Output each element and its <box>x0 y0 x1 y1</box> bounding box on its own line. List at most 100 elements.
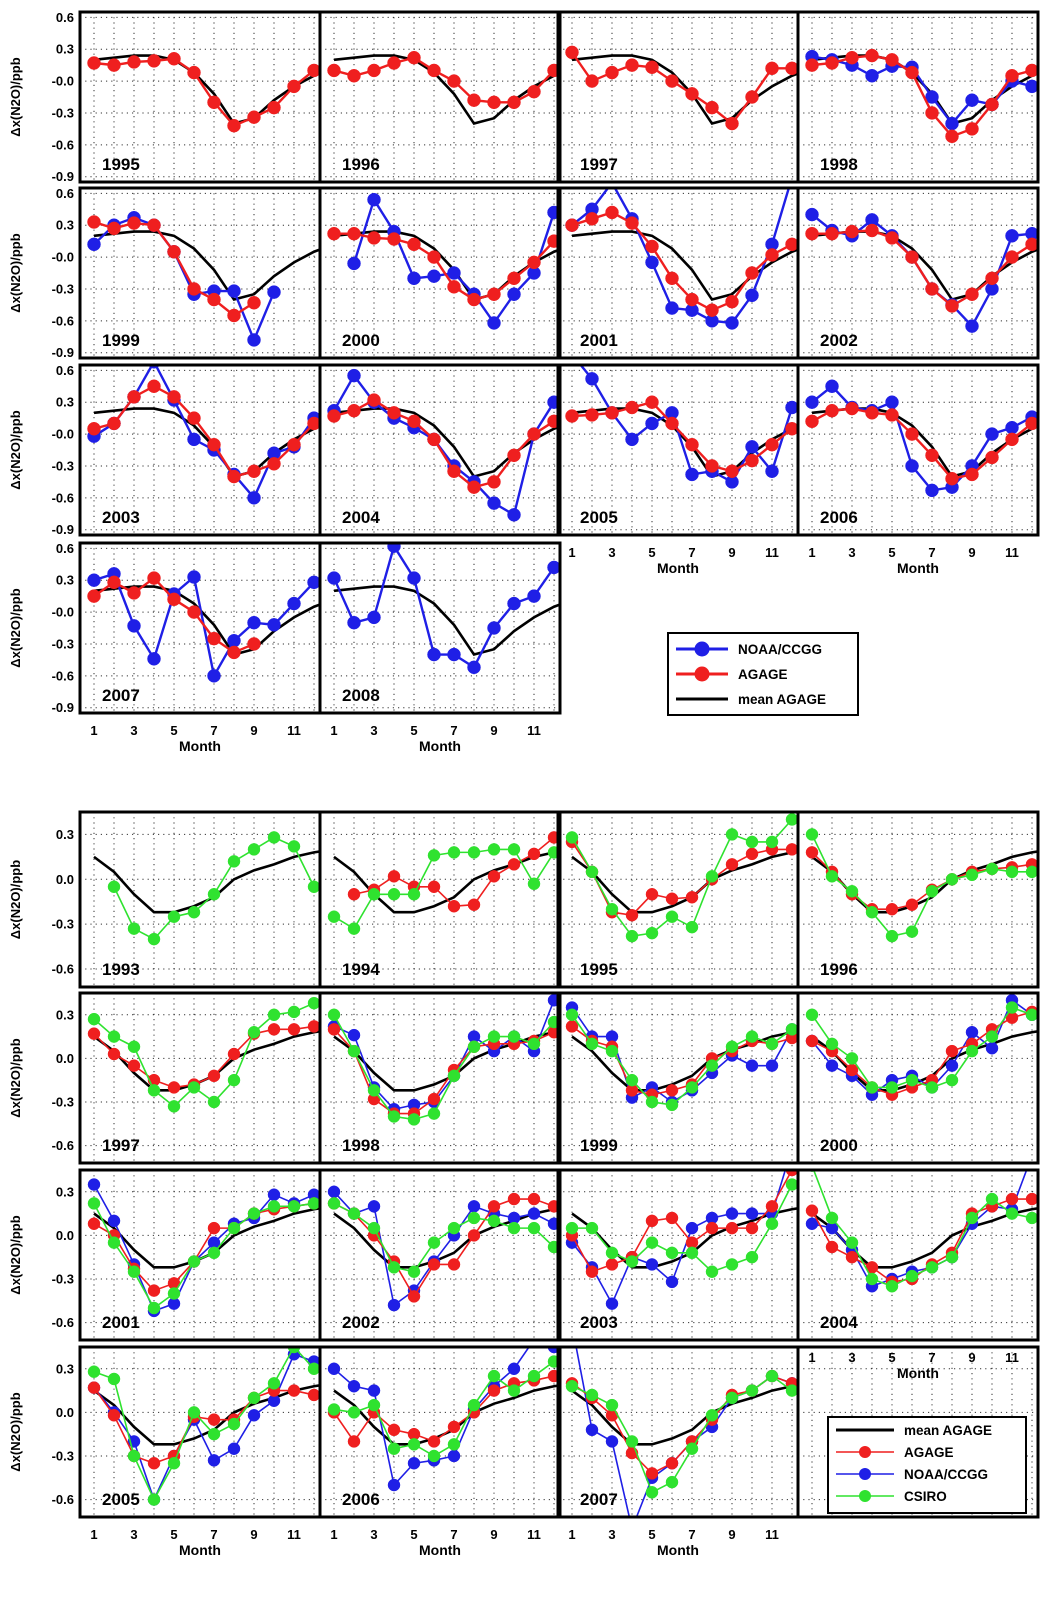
data-point-noaa-ccgg <box>327 1185 341 1199</box>
data-point-agage <box>387 1423 401 1437</box>
data-point-agage <box>307 63 320 78</box>
data-point-csiro <box>327 910 341 923</box>
panel-bottom-1998: 1998 <box>318 991 562 1165</box>
data-point-noaa-ccgg <box>925 90 939 104</box>
grid <box>798 993 1038 1163</box>
y-axis-label: Δx(N2O)/ppb <box>8 1215 23 1294</box>
x-tick-label: 5 <box>410 723 417 738</box>
data-point-noaa-ccgg <box>387 543 401 553</box>
y-tick-label: 0.6 <box>56 541 74 556</box>
data-point-agage <box>605 205 619 220</box>
data-point-agage <box>725 294 739 309</box>
data-point-noaa-ccgg <box>905 459 919 473</box>
data-point-csiro <box>885 1081 899 1094</box>
series-csiro <box>565 1008 798 1112</box>
data-point-agage <box>665 1211 679 1225</box>
series-line-agage <box>334 232 555 301</box>
data-point-csiro <box>665 910 679 923</box>
panel-bottom-1997: 1997 0.3 0.0 -0.3 -0.6 Δx(N2O)/ppb <box>8 991 322 1165</box>
data-point-agage <box>227 1047 241 1061</box>
data-point-agage <box>825 403 839 418</box>
data-point-csiro <box>427 1107 441 1120</box>
data-point-noaa-ccgg <box>407 271 421 286</box>
data-point-noaa-ccgg <box>725 316 739 330</box>
plot-area <box>805 207 1038 333</box>
data-point-agage <box>527 427 541 441</box>
data-point-agage <box>865 223 879 238</box>
data-point-agage <box>447 1258 461 1271</box>
data-point-csiro <box>805 1008 819 1022</box>
data-point-noaa-ccgg <box>507 596 521 611</box>
x-tick-label: 3 <box>848 545 855 560</box>
x-tick-label: 9 <box>728 1527 735 1542</box>
data-point-noaa-ccgg <box>825 379 839 393</box>
data-point-csiro <box>167 1287 181 1300</box>
y-tick-label: 0.3 <box>56 1007 74 1022</box>
data-point-agage <box>327 226 341 241</box>
data-point-agage <box>467 898 481 911</box>
grid <box>320 365 560 535</box>
data-point-csiro <box>467 846 481 859</box>
data-point-noaa-ccgg <box>1005 420 1019 435</box>
data-point-csiro <box>487 1030 501 1043</box>
data-point-noaa-ccgg <box>467 660 481 675</box>
data-point-noaa-ccgg <box>865 69 879 83</box>
series-csiro <box>565 1369 798 1499</box>
plot-area <box>565 813 798 943</box>
series-agage <box>327 226 560 307</box>
data-point-agage <box>685 437 699 452</box>
y-tick-label: 0.0 <box>56 872 74 887</box>
data-point-noaa-ccgg <box>985 1041 999 1055</box>
data-point-csiro <box>865 1081 879 1094</box>
data-point-agage <box>87 56 101 70</box>
data-point-csiro <box>665 1475 679 1489</box>
data-point-csiro <box>287 1200 301 1213</box>
data-point-agage <box>985 97 999 112</box>
data-point-agage <box>527 1192 541 1206</box>
x-tick-label: 3 <box>370 723 377 738</box>
x-tick-label: 1 <box>808 545 815 560</box>
series-csiro <box>807 1170 1038 1293</box>
y-tick-label: 0.0 <box>56 1405 74 1420</box>
series-agage <box>565 835 798 922</box>
data-point-noaa-ccgg <box>626 1523 638 1535</box>
data-point-agage <box>107 58 121 72</box>
data-point-agage <box>507 1192 521 1206</box>
data-point-csiro <box>645 926 659 940</box>
panel-top-2000: 2000 <box>318 186 562 360</box>
data-point-csiro <box>945 873 959 886</box>
plot-area <box>565 188 798 330</box>
data-point-csiro <box>685 1442 699 1455</box>
x-tick-label: 9 <box>250 1527 257 1542</box>
data-point-agage <box>487 287 501 301</box>
x-axis-label: Month <box>897 1365 939 1381</box>
data-point-noaa-ccgg <box>665 301 679 315</box>
data-point-csiro <box>147 932 161 946</box>
grid <box>80 993 320 1163</box>
grid <box>80 365 320 535</box>
grid <box>558 188 798 358</box>
year-label: 2004 <box>342 508 380 527</box>
data-point-agage <box>665 1456 679 1470</box>
y-tick-label: 0.3 <box>56 1184 74 1199</box>
x-tick-label: 1 <box>330 723 337 738</box>
data-point-agage <box>527 255 541 270</box>
top-panel-grid: 19950.60.3-0.0-0.3-0.6-0.9Δx(N2O)/ppb199… <box>8 10 1040 754</box>
grid <box>80 812 320 987</box>
year-label: 1998 <box>820 155 858 174</box>
grid <box>798 812 1038 987</box>
data-point-noaa-ccgg <box>227 284 241 298</box>
data-point-agage <box>725 1221 739 1235</box>
data-point-agage <box>665 74 679 88</box>
data-point-csiro <box>147 1301 161 1315</box>
data-point-noaa-ccgg <box>87 573 101 587</box>
data-point-noaa-ccgg <box>585 372 599 386</box>
data-point-agage <box>447 280 461 294</box>
data-point-csiro <box>447 1221 461 1235</box>
data-point-csiro <box>307 1362 320 1376</box>
y-tick-label: -0.6 <box>52 1492 74 1507</box>
grid <box>80 1170 320 1340</box>
series-noaa-ccgg <box>565 1001 798 1109</box>
series-agage <box>805 401 1038 486</box>
data-point-agage <box>925 106 939 120</box>
